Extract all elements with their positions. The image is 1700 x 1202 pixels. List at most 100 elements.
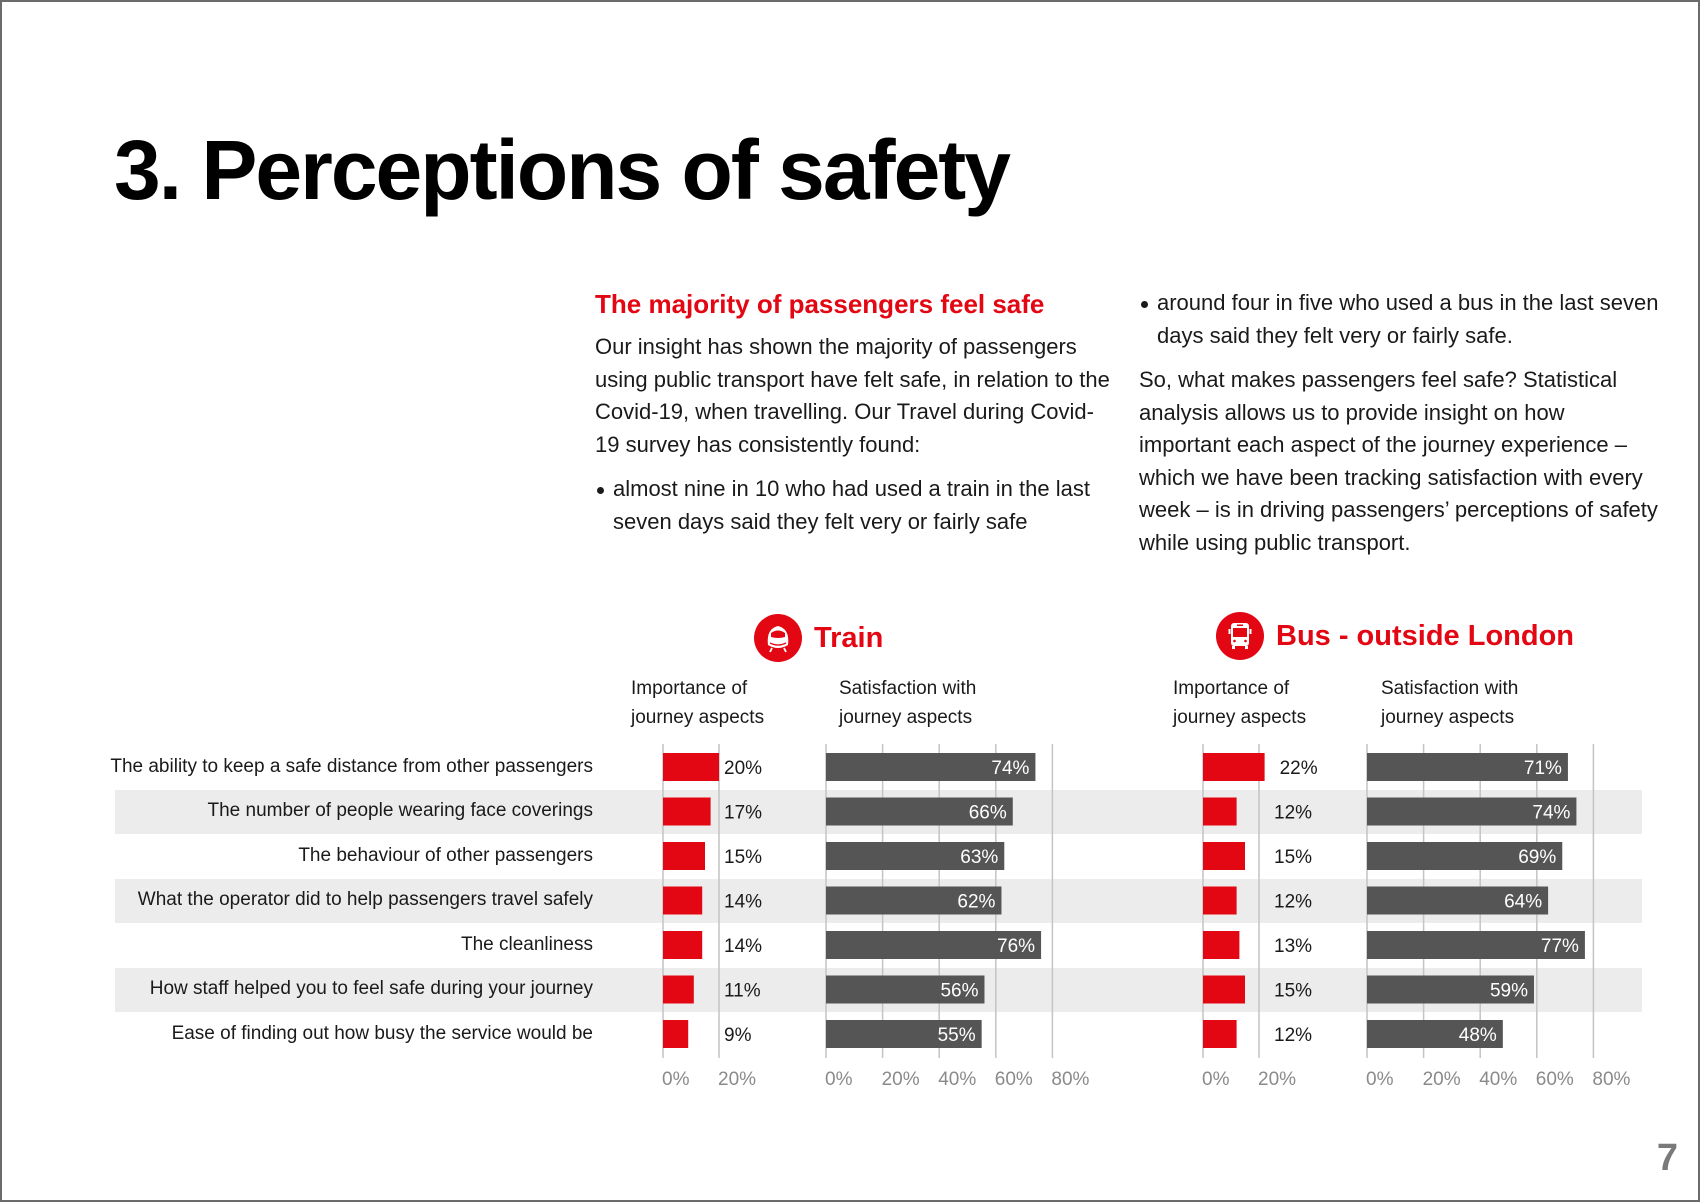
category-label: The ability to keep a safe distance from… [110, 756, 593, 777]
bus-importance-bar [1203, 753, 1265, 781]
bus-chart-header: Bus - outside London [1216, 612, 1574, 660]
train-satisfaction-tick-label: 0% [825, 1069, 853, 1090]
category-label: Ease of finding out how busy the service… [171, 1023, 593, 1044]
bus-importance-bar [1203, 842, 1245, 870]
train-importance-bar [663, 842, 705, 870]
bus-satisfaction-tick-label: 0% [1366, 1069, 1394, 1090]
bus-importance-value-label: 13% [1274, 936, 1312, 957]
intro-column-left: The majority of passengers feel safe Our… [595, 287, 1115, 550]
bus-importance-value-label: 12% [1274, 803, 1312, 824]
bus-importance-value-label: 22% [1280, 758, 1318, 779]
header-line: Satisfaction with [839, 678, 977, 699]
bus-satisfaction-tick-label: 40% [1479, 1069, 1517, 1090]
header-line: journey aspects [839, 707, 973, 728]
bus-importance-value-label: 12% [1274, 1025, 1312, 1046]
train-satisfaction-value-label: 55% [938, 1025, 976, 1046]
train-satisfaction-tick-label: 20% [882, 1069, 920, 1090]
train-satisfaction-tick-label: 80% [1051, 1069, 1089, 1090]
bus-satisfaction-header: Satisfaction with journey aspects [1381, 674, 1518, 732]
bus-satisfaction-bar [1367, 1020, 1503, 1048]
bus-importance-tick-label: 0% [1202, 1069, 1230, 1090]
train-importance-bar [663, 753, 719, 781]
train-satisfaction-value-label: 63% [960, 847, 998, 868]
train-importance-value-label: 11% [724, 981, 761, 1002]
train-importance-value-label: 20% [724, 758, 762, 779]
header-line: Satisfaction with [1381, 678, 1519, 699]
bus-importance-bar [1203, 797, 1237, 826]
train-importance-bar [663, 797, 711, 826]
bus-satisfaction-bar [1367, 753, 1568, 781]
intro-column-right: around four in five who used a bus in th… [1139, 287, 1659, 571]
bus-satisfaction-tick-label: 80% [1592, 1069, 1630, 1090]
train-satisfaction-tick-label: 60% [995, 1069, 1033, 1090]
train-satisfaction-bar [826, 886, 1002, 915]
train-importance-tick-label: 0% [662, 1069, 690, 1090]
analysis-paragraph: So, what makes passengers feel safe? Sta… [1139, 367, 1658, 555]
train-importance-bar [663, 1020, 689, 1048]
train-satisfaction-value-label: 76% [997, 936, 1035, 957]
header-line: journey aspects [631, 707, 765, 728]
train-satisfaction-tick-label: 40% [938, 1069, 976, 1090]
category-label: How staff helped you to feel safe during… [149, 978, 593, 999]
bus-satisfaction-tick-label: 20% [1423, 1069, 1461, 1090]
train-satisfaction-bar [826, 753, 1036, 781]
bus-satisfaction-bar [1367, 886, 1549, 915]
bus-satisfaction-bar [1367, 842, 1563, 870]
bus-importance-bar [1203, 1020, 1237, 1048]
train-chart-header: Train [754, 614, 883, 662]
train-satisfaction-bar [826, 931, 1042, 959]
train-importance-value-label: 15% [724, 847, 762, 868]
header-line: Importance of [631, 678, 748, 699]
bus-importance-value-label: 15% [1274, 981, 1312, 1002]
bullet-train: almost nine in 10 who had used a train i… [595, 473, 1115, 538]
bus-satisfaction-value-label: 77% [1541, 936, 1579, 957]
train-satisfaction-bar [826, 797, 1013, 826]
train-importance-bar [663, 931, 703, 959]
bullet-bus: around four in five who used a bus in th… [1139, 287, 1659, 352]
bus-importance-bar [1203, 886, 1237, 915]
bus-satisfaction-tick-label: 60% [1536, 1069, 1574, 1090]
header-line: Importance of [1173, 678, 1290, 699]
train-importance-value-label: 9% [724, 1025, 752, 1046]
train-importance-bar [663, 886, 703, 915]
bus-satisfaction-value-label: 74% [1532, 803, 1570, 824]
bus-importance-value-label: 15% [1274, 847, 1312, 868]
category-label: The behaviour of other passengers [298, 845, 593, 866]
bus-importance-tick-label: 20% [1258, 1069, 1296, 1090]
bus-importance-bar [1203, 975, 1245, 1004]
header-line: journey aspects [1173, 707, 1307, 728]
bus-satisfaction-bar [1367, 797, 1577, 826]
train-satisfaction-value-label: 74% [991, 758, 1029, 779]
bus-satisfaction-value-label: 48% [1459, 1025, 1497, 1046]
train-importance-header: Importance of journey aspects [631, 674, 764, 732]
category-label: The cleanliness [460, 934, 593, 955]
header-line: journey aspects [1381, 707, 1515, 728]
bus-satisfaction-value-label: 71% [1524, 758, 1562, 779]
section-subheading: The majority of passengers feel safe [595, 289, 1045, 319]
bus-satisfaction-value-label: 64% [1504, 892, 1542, 913]
train-satisfaction-bar [826, 975, 985, 1004]
train-icon [754, 614, 802, 662]
page-number: 7 [1656, 1137, 1678, 1179]
category-label: What the operator did to help passengers… [137, 889, 593, 910]
category-label: The number of people wearing face coveri… [207, 800, 593, 821]
bus-importance-value-label: 12% [1274, 892, 1312, 913]
bus-chart-title: Bus - outside London [1276, 619, 1575, 652]
train-satisfaction-value-label: 62% [957, 892, 995, 913]
bus-importance-bar [1203, 931, 1240, 959]
train-importance-value-label: 17% [724, 803, 762, 824]
train-importance-value-label: 14% [724, 936, 762, 957]
page-title: 3. Perceptions of safety [114, 123, 1011, 217]
bus-icon [1216, 612, 1264, 660]
bus-satisfaction-bar [1367, 931, 1585, 959]
train-chart-title: Train [814, 621, 884, 654]
train-importance-value-label: 14% [724, 892, 762, 913]
train-satisfaction-value-label: 66% [969, 803, 1007, 824]
train-importance-bar [663, 975, 694, 1004]
train-satisfaction-value-label: 56% [940, 981, 978, 1002]
train-satisfaction-bar [826, 842, 1005, 870]
bus-importance-header: Importance of journey aspects [1173, 674, 1306, 732]
bus-satisfaction-bar [1367, 975, 1534, 1004]
